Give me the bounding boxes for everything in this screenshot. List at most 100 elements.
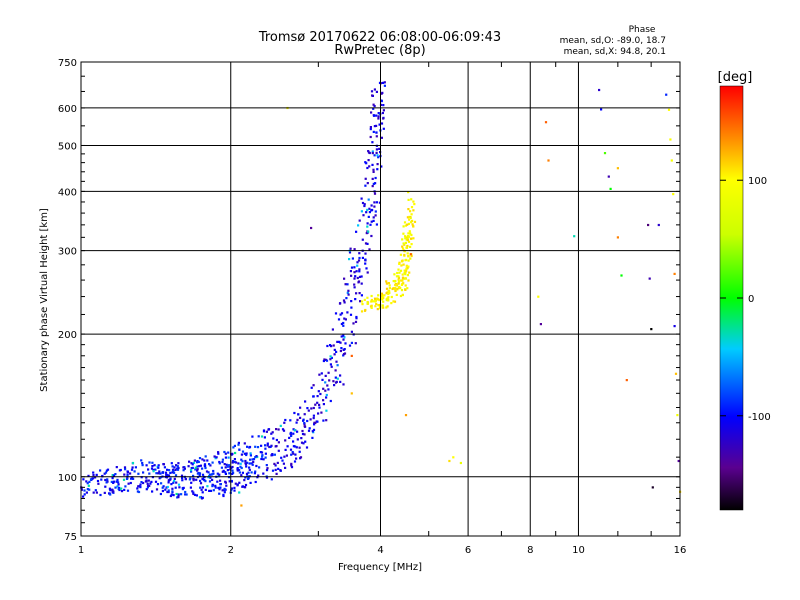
- data-point: [140, 459, 143, 462]
- data-point: [142, 481, 145, 485]
- data-point: [400, 283, 403, 286]
- data-point: [274, 468, 277, 471]
- data-point: [385, 287, 389, 290]
- data-point: [145, 476, 148, 479]
- data-point: [340, 347, 343, 350]
- data-point: [348, 251, 352, 254]
- data-point: [211, 483, 214, 486]
- data-point: [224, 481, 227, 484]
- y-tick-label: 750: [58, 58, 77, 69]
- data-point: [378, 123, 381, 126]
- data-point: [405, 238, 408, 241]
- data-point: [364, 242, 368, 245]
- data-point: [393, 273, 396, 276]
- data-point: [410, 254, 413, 258]
- data-point: [353, 286, 356, 289]
- data-point: [221, 458, 224, 461]
- data-point: [650, 328, 653, 331]
- data-point: [395, 293, 398, 296]
- data-point: [364, 177, 367, 180]
- data-point: [407, 240, 411, 243]
- data-point: [211, 485, 214, 488]
- data-point: [94, 489, 97, 492]
- data-point: [204, 488, 207, 491]
- data-point: [625, 379, 628, 382]
- data-point: [137, 485, 140, 488]
- data-point: [184, 477, 187, 481]
- data-point: [254, 480, 257, 484]
- data-point: [402, 225, 405, 228]
- data-point: [160, 482, 163, 485]
- data-point: [293, 460, 297, 463]
- colorbar-ticks: 100 0 -100: [720, 176, 771, 423]
- data-point: [333, 348, 336, 351]
- data-point: [316, 420, 319, 423]
- data-point: [372, 182, 375, 185]
- data-point: [383, 84, 386, 87]
- data-point: [340, 322, 343, 326]
- data-point: [409, 253, 412, 256]
- data-point: [284, 418, 287, 422]
- data-point: [251, 435, 254, 438]
- data-point: [400, 264, 403, 267]
- data-point: [290, 434, 293, 437]
- data-point: [676, 414, 679, 417]
- data-point: [213, 455, 216, 458]
- y-tick-label: 600: [58, 104, 77, 115]
- data-point: [272, 437, 275, 440]
- data-point: [157, 464, 160, 467]
- data-point: [228, 480, 231, 483]
- data-point: [383, 294, 386, 297]
- data-point: [386, 305, 389, 308]
- data-point: [404, 284, 407, 287]
- data-point: [245, 465, 248, 468]
- data-point: [166, 476, 169, 479]
- data-point: [196, 461, 199, 464]
- data-point: [366, 225, 369, 228]
- data-point: [382, 117, 385, 120]
- data-point: [240, 466, 243, 470]
- data-point: [371, 141, 374, 144]
- data-point: [231, 460, 235, 463]
- data-point: [322, 419, 325, 422]
- data-point: [165, 486, 168, 489]
- data-point: [204, 480, 207, 483]
- data-point: [198, 472, 202, 475]
- data-point: [372, 219, 375, 222]
- data-point: [390, 302, 393, 305]
- data-point: [225, 463, 228, 466]
- data-point: [358, 275, 362, 278]
- data-point: [406, 244, 409, 248]
- data-point: [338, 340, 341, 343]
- data-point: [116, 485, 119, 488]
- data-point: [299, 406, 302, 409]
- data-point: [402, 232, 405, 235]
- data-point: [171, 465, 174, 468]
- data-point: [108, 487, 111, 490]
- x-tick-label: 10: [572, 545, 585, 556]
- data-point: [351, 257, 354, 260]
- data-point: [349, 270, 352, 273]
- data-point: [238, 448, 241, 451]
- data-point: [363, 204, 366, 208]
- data-point: [99, 469, 102, 472]
- data-point: [382, 109, 385, 112]
- data-point: [223, 487, 226, 490]
- data-point: [400, 279, 403, 282]
- data-point: [301, 432, 305, 436]
- data-point: [289, 448, 293, 451]
- data-point: [367, 198, 370, 201]
- data-point: [117, 483, 120, 486]
- data-point: [261, 455, 264, 458]
- data-point: [264, 444, 267, 447]
- data-point: [325, 409, 328, 412]
- data-point: [109, 493, 112, 496]
- data-points: [80, 81, 682, 507]
- data-point: [144, 480, 147, 483]
- data-point: [244, 462, 247, 465]
- data-point: [350, 274, 353, 277]
- data-point: [348, 344, 352, 347]
- data-point: [238, 468, 241, 472]
- data-point: [261, 454, 264, 457]
- data-point: [366, 242, 369, 245]
